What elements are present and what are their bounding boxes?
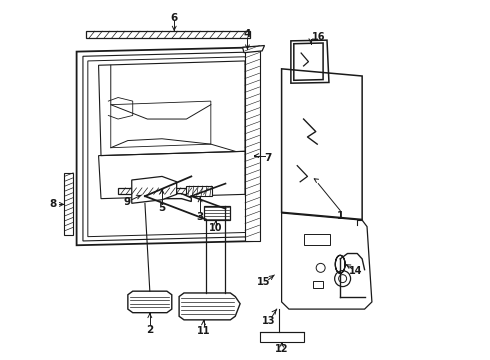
Polygon shape xyxy=(243,45,265,53)
Text: 2: 2 xyxy=(146,325,153,335)
Circle shape xyxy=(335,271,350,287)
Circle shape xyxy=(143,194,147,199)
Text: 16: 16 xyxy=(312,32,325,41)
Polygon shape xyxy=(128,291,172,313)
Circle shape xyxy=(316,264,325,273)
Bar xyxy=(86,31,250,39)
Bar xyxy=(245,47,260,241)
Circle shape xyxy=(140,191,150,201)
Text: 10: 10 xyxy=(209,223,222,233)
Text: 12: 12 xyxy=(275,343,288,354)
Text: 15: 15 xyxy=(257,277,270,287)
Bar xyxy=(64,173,73,234)
Text: 13: 13 xyxy=(262,316,275,325)
Bar xyxy=(304,234,330,244)
Text: 9: 9 xyxy=(123,197,130,207)
Text: 1: 1 xyxy=(337,211,344,221)
Bar xyxy=(118,188,206,194)
Bar xyxy=(313,281,323,288)
Text: 5: 5 xyxy=(158,203,166,213)
Text: 14: 14 xyxy=(349,266,363,276)
Bar xyxy=(203,206,230,220)
Text: 6: 6 xyxy=(171,13,178,23)
Bar xyxy=(186,186,212,196)
Text: 7: 7 xyxy=(265,153,272,163)
Text: 8: 8 xyxy=(49,199,57,210)
Polygon shape xyxy=(260,332,304,342)
Text: 3: 3 xyxy=(196,212,204,221)
Text: 11: 11 xyxy=(197,325,210,336)
Polygon shape xyxy=(145,194,191,202)
Circle shape xyxy=(339,275,346,283)
Polygon shape xyxy=(132,176,177,203)
Polygon shape xyxy=(179,293,240,320)
Text: 4: 4 xyxy=(244,30,251,39)
